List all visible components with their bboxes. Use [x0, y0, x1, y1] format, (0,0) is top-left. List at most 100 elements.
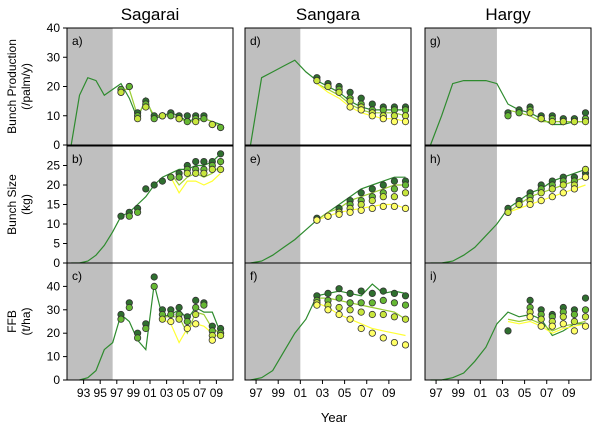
panel-frame	[244, 262, 412, 381]
y-axis-unit: (t/ha)	[19, 307, 33, 335]
data-point-obs_mid	[200, 301, 208, 309]
shaded-region	[425, 28, 497, 145]
data-point-obs_dark	[379, 287, 387, 295]
data-point-obs_mid	[183, 118, 191, 126]
data-point-obs_light	[346, 306, 354, 314]
data-point-obs_mid	[570, 310, 579, 319]
data-point-obs_light	[390, 313, 398, 321]
series-line-model	[430, 311, 586, 381]
data-point-obs_dark	[142, 185, 150, 193]
data-point-obs_yellow	[346, 208, 354, 216]
data-point-obs_light	[379, 310, 387, 319]
y-tick-label: 0	[53, 373, 60, 387]
y-tick-label: 30	[47, 303, 61, 317]
y-tick-label: 20	[47, 326, 61, 340]
x-tick-label: 97	[249, 386, 263, 400]
data-point-obs_light	[581, 313, 590, 321]
data-point-obs_mid	[401, 106, 410, 114]
data-point-obs_mid	[335, 294, 343, 302]
x-tick-label: 93	[77, 386, 91, 400]
data-point-obs_yellow	[357, 106, 365, 114]
data-point-obs_light	[324, 82, 332, 91]
data-point-obs_mid	[390, 185, 398, 193]
data-point-obs_light	[192, 118, 200, 126]
y-axis-label: Bunch Size	[5, 174, 19, 235]
data-point-obs_dark	[581, 109, 590, 117]
data-point-obs_yellow	[548, 193, 556, 201]
panel-label: e)	[250, 152, 261, 166]
data-point-obs_mid	[150, 282, 158, 290]
data-point-obs_light	[335, 303, 343, 312]
panel-label: b)	[72, 152, 83, 166]
data-point-obs_yellow	[357, 206, 365, 214]
data-point-obs_mid	[515, 109, 523, 117]
data-point-obs_mid	[379, 106, 387, 114]
shaded-region	[67, 263, 113, 380]
data-point-obs_yellow	[570, 185, 579, 193]
y-axis-unit: (/palm/y)	[19, 63, 33, 110]
data-point-obs_mid	[150, 115, 158, 123]
data-point-obs_yellow	[548, 322, 556, 330]
data-point-obs_yellow	[537, 197, 545, 205]
data-point-obs_light	[537, 115, 545, 123]
data-point-obs_yellow	[167, 317, 175, 326]
data-point-obs_light	[379, 193, 387, 201]
data-point-obs_yellow	[335, 310, 343, 319]
data-point-obs_light	[559, 118, 567, 126]
x-tick-label: 05	[338, 386, 352, 400]
site-title: Sagarai	[121, 5, 180, 24]
panel-frame	[424, 27, 592, 146]
data-point-obs_light	[401, 189, 410, 197]
x-tick-label: 95	[94, 386, 108, 400]
data-point-obs_yellow	[379, 202, 387, 210]
data-point-obs_mid	[217, 158, 225, 166]
x-tick-label: 01	[294, 386, 308, 400]
data-point-obs_mid	[346, 299, 354, 307]
data-point-obs_light	[581, 165, 590, 173]
data-point-obs_light	[368, 197, 376, 205]
data-point-obs_dark	[150, 181, 158, 189]
y-tick-label: 10	[47, 109, 61, 123]
data-point-obs_yellow	[559, 320, 567, 328]
data-point-obs_dark	[192, 158, 200, 166]
x-tick-label: 03	[316, 386, 330, 400]
series-line-alt2	[316, 302, 406, 337]
data-point-obs_dark	[357, 94, 365, 102]
data-point-obs_light	[559, 313, 567, 321]
panel-label: a)	[72, 34, 83, 48]
data-point-obs_mid	[390, 299, 398, 307]
panel-label: f)	[250, 269, 257, 283]
data-point-obs_yellow	[346, 315, 354, 323]
data-point-obs_yellow	[390, 338, 398, 347]
data-point-obs_mid	[142, 324, 150, 333]
data-point-obs_dark	[346, 289, 354, 297]
data-point-obs_light	[335, 88, 343, 96]
data-point-obs_mid	[200, 115, 208, 123]
x-tick-label: 05	[177, 386, 191, 400]
x-tick-label: 05	[518, 386, 532, 400]
x-tick-label: 99	[452, 386, 466, 400]
data-point-obs_dark	[200, 158, 208, 166]
data-point-obs_light	[515, 200, 523, 209]
data-point-obs_light	[313, 77, 321, 85]
data-point-obs_light	[217, 165, 225, 173]
data-point-obs_light	[192, 310, 200, 319]
data-point-obs_yellow	[526, 313, 534, 321]
x-tick-label: 97	[110, 386, 124, 400]
data-point-obs_light	[217, 331, 225, 340]
data-point-obs_mid	[125, 82, 133, 91]
data-point-obs_dark	[390, 177, 398, 185]
data-point-obs_dark	[504, 327, 512, 335]
panel-label: c)	[72, 269, 82, 283]
data-point-obs_mid	[357, 299, 365, 307]
y-tick-label: 5	[53, 237, 60, 251]
data-point-obs_mid	[167, 310, 175, 319]
data-point-obs_dark	[526, 296, 534, 304]
data-point-obs_mid	[167, 173, 175, 181]
data-point-obs_light	[158, 315, 166, 323]
site-title: Sangara	[296, 5, 361, 24]
data-point-obs_yellow	[401, 204, 410, 212]
data-point-obs_yellow	[368, 112, 376, 120]
x-tick-label: 09	[382, 386, 396, 400]
